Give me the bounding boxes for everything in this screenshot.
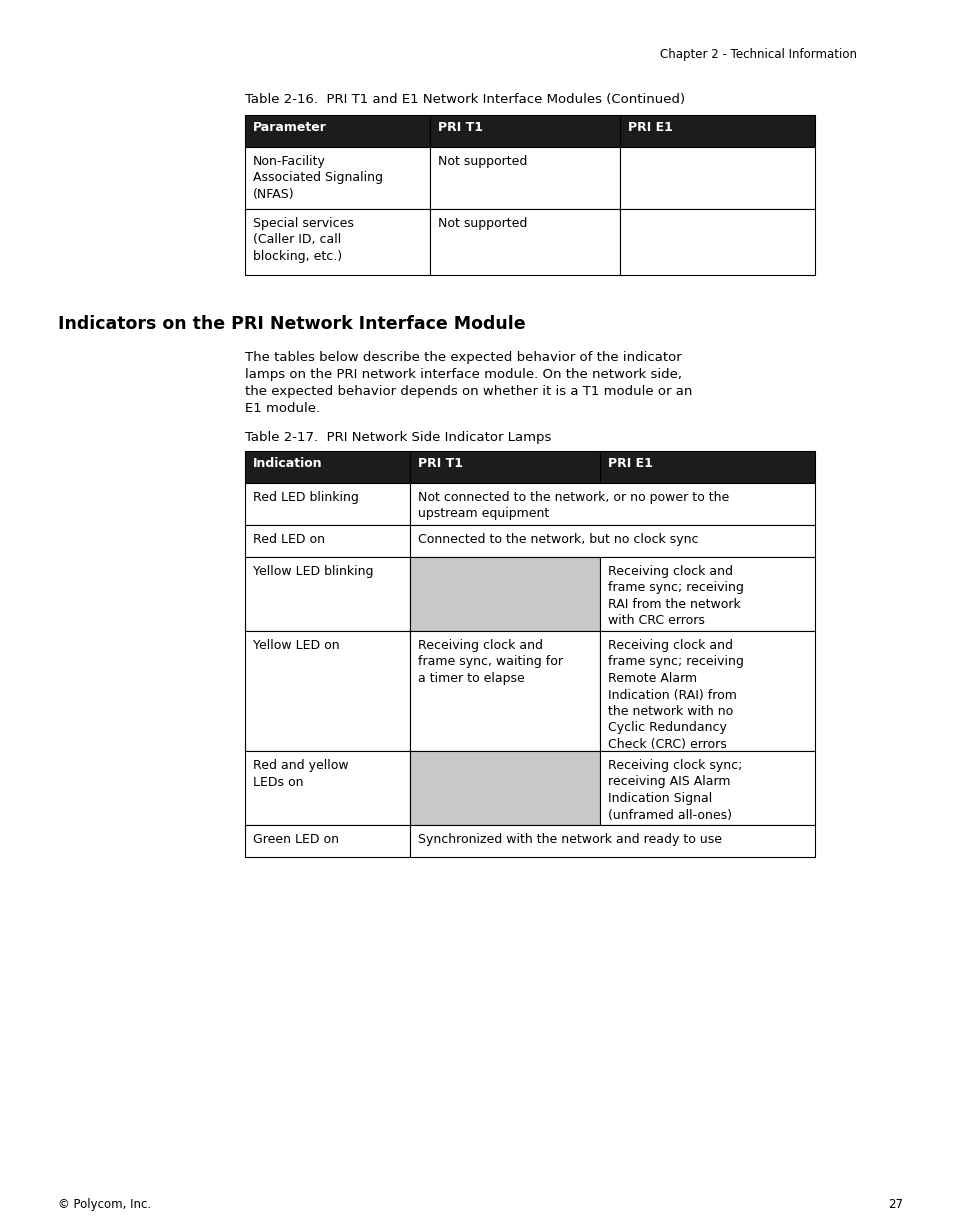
- Bar: [430, 209, 619, 275]
- Text: Chapter 2 - Technical Information: Chapter 2 - Technical Information: [659, 48, 856, 61]
- Bar: [245, 115, 430, 147]
- Text: Connected to the network, but no clock sync: Connected to the network, but no clock s…: [417, 533, 698, 546]
- Bar: [410, 483, 814, 525]
- Text: Red LED blinking: Red LED blinking: [253, 491, 358, 504]
- Text: Yellow LED blinking: Yellow LED blinking: [253, 564, 374, 578]
- Text: Receiving clock and
frame sync, waiting for
a timer to elapse: Receiving clock and frame sync, waiting …: [417, 639, 562, 685]
- Bar: [410, 751, 599, 825]
- Text: Non-Facility
Associated Signaling
(NFAS): Non-Facility Associated Signaling (NFAS): [253, 155, 382, 201]
- Text: Receiving clock and
frame sync; receiving
Remote Alarm
Indication (RAI) from
the: Receiving clock and frame sync; receivin…: [607, 639, 743, 751]
- Text: Special services
(Caller ID, call
blocking, etc.): Special services (Caller ID, call blocki…: [253, 217, 354, 263]
- Text: PRI E1: PRI E1: [627, 121, 672, 134]
- Text: Not supported: Not supported: [437, 155, 527, 168]
- Text: Indication: Indication: [253, 456, 322, 470]
- Text: the expected behavior depends on whether it is a T1 module or an: the expected behavior depends on whether…: [245, 385, 692, 398]
- Text: © Polycom, Inc.: © Polycom, Inc.: [58, 1198, 151, 1211]
- Bar: [619, 147, 814, 209]
- Bar: [599, 631, 814, 751]
- Text: Receiving clock sync;
receiving AIS Alarm
Indication Signal
(unframed all-ones): Receiving clock sync; receiving AIS Alar…: [607, 760, 741, 822]
- Bar: [410, 557, 599, 631]
- Text: Green LED on: Green LED on: [253, 833, 338, 845]
- Bar: [410, 825, 814, 856]
- Bar: [430, 115, 619, 147]
- Text: Red and yellow
LEDs on: Red and yellow LEDs on: [253, 760, 348, 789]
- Text: Parameter: Parameter: [253, 121, 327, 134]
- Bar: [410, 631, 599, 751]
- Bar: [410, 452, 599, 483]
- Text: Yellow LED on: Yellow LED on: [253, 639, 339, 652]
- Bar: [599, 751, 814, 825]
- Text: PRI T1: PRI T1: [437, 121, 482, 134]
- Text: Receiving clock and
frame sync; receiving
RAI from the network
with CRC errors: Receiving clock and frame sync; receivin…: [607, 564, 743, 627]
- Bar: [619, 115, 814, 147]
- Text: 27: 27: [887, 1198, 902, 1211]
- Text: Not supported: Not supported: [437, 217, 527, 229]
- Bar: [245, 483, 410, 525]
- Bar: [430, 147, 619, 209]
- Text: PRI T1: PRI T1: [417, 456, 462, 470]
- Bar: [245, 825, 410, 856]
- Bar: [619, 209, 814, 275]
- Text: E1 module.: E1 module.: [245, 402, 320, 415]
- Text: Not connected to the network, or no power to the
upstream equipment: Not connected to the network, or no powe…: [417, 491, 728, 520]
- Text: lamps on the PRI network interface module. On the network side,: lamps on the PRI network interface modul…: [245, 368, 681, 382]
- Bar: [245, 751, 410, 825]
- Bar: [245, 147, 430, 209]
- Text: Red LED on: Red LED on: [253, 533, 325, 546]
- Bar: [245, 525, 410, 557]
- Text: Indicators on the PRI Network Interface Module: Indicators on the PRI Network Interface …: [58, 315, 525, 333]
- Bar: [599, 557, 814, 631]
- Bar: [245, 452, 410, 483]
- Text: Table 2-16.  PRI T1 and E1 Network Interface Modules (Continued): Table 2-16. PRI T1 and E1 Network Interf…: [245, 93, 684, 106]
- Bar: [245, 631, 410, 751]
- Bar: [245, 209, 430, 275]
- Text: The tables below describe the expected behavior of the indicator: The tables below describe the expected b…: [245, 351, 681, 364]
- Bar: [245, 557, 410, 631]
- Bar: [599, 452, 814, 483]
- Text: PRI E1: PRI E1: [607, 456, 652, 470]
- Bar: [410, 525, 814, 557]
- Text: Table 2-17.  PRI Network Side Indicator Lamps: Table 2-17. PRI Network Side Indicator L…: [245, 431, 551, 444]
- Text: Synchronized with the network and ready to use: Synchronized with the network and ready …: [417, 833, 721, 845]
